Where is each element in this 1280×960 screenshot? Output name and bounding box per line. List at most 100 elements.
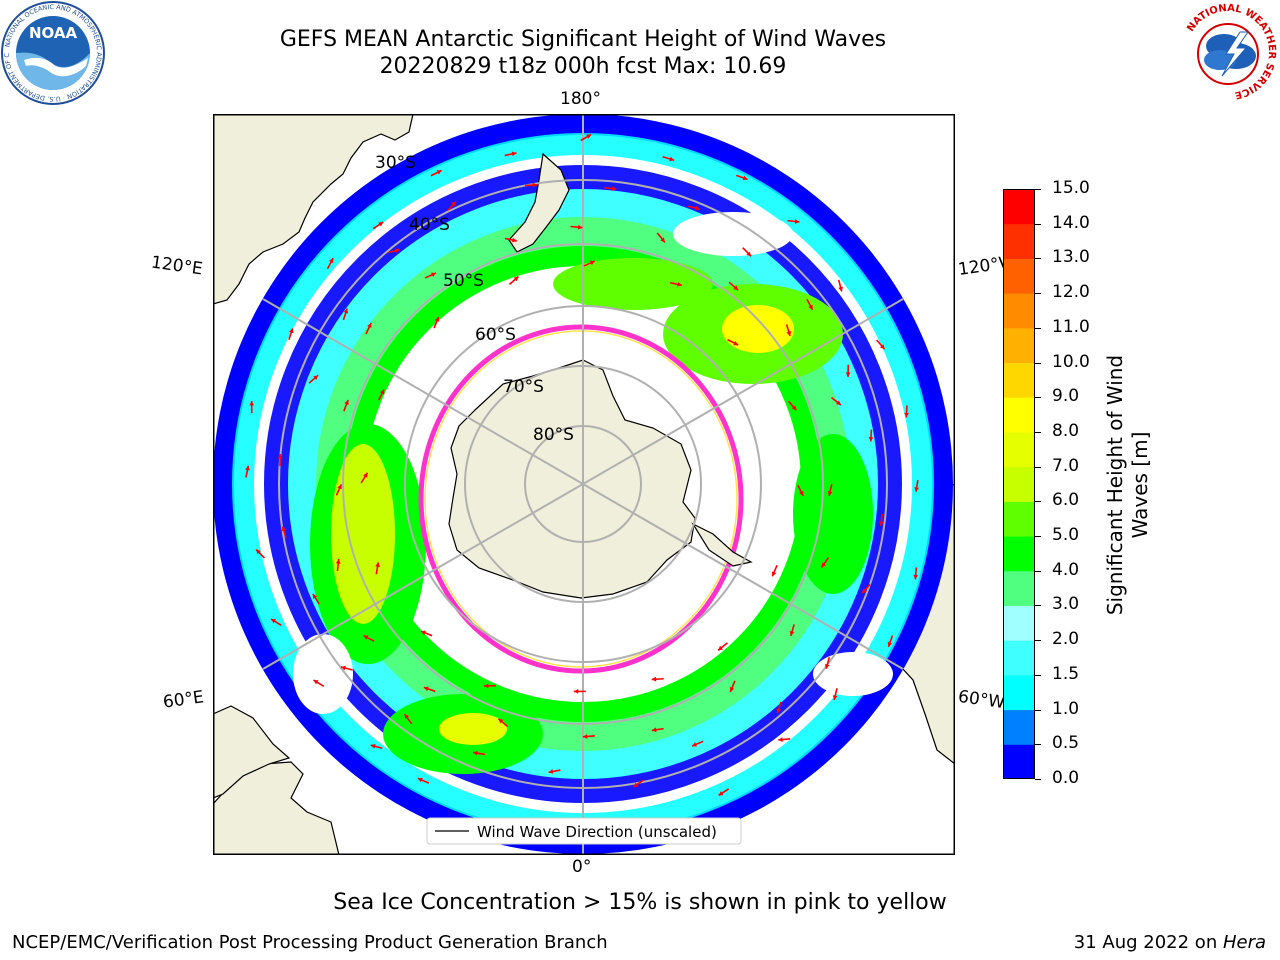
wave-arrow-head [395, 248, 401, 253]
wave-arrow-head [845, 372, 851, 377]
chart-title-line-2: 20220829 t18z 000h fcst Max: 10.69 [379, 54, 787, 79]
wave-arrow-head [289, 328, 294, 334]
wave-arrow-head [718, 645, 724, 651]
colorbar-segment [1003, 744, 1035, 779]
wave-arrow-head [312, 593, 318, 599]
new-zealand-land [508, 152, 570, 253]
wave-arrow-head [281, 526, 287, 532]
wave-arrow-head [344, 399, 349, 405]
wave-arrow-head [417, 777, 423, 783]
wave-arrow-head [577, 224, 583, 230]
wave-arrow-head [677, 281, 682, 287]
colorbar-tick-label: 11.0 [1052, 316, 1090, 337]
wave-arrow-head [249, 400, 255, 406]
legend: Wind Wave Direction (unscaled) [426, 817, 742, 845]
colorbar-title-line-1: Significant Height of Wind [1103, 354, 1127, 616]
wave-arrow-head [651, 727, 657, 733]
wave-arrow-head [511, 237, 517, 243]
wave-arrow-head [914, 487, 920, 492]
colorbar-tick-mark [1035, 570, 1041, 572]
colorbar-tick-label: 0.0 [1052, 768, 1080, 788]
wave-arrow-head [483, 683, 489, 689]
nws-logo-icon: NATIONAL WEATHER SERVICE [1178, 2, 1278, 102]
noaa-logo-icon: NATIONAL OCEANIC AND ATMOSPHERIC ADMINIS… [0, 0, 105, 105]
noaa-logo-text: NOAA [29, 24, 78, 42]
wave-arrow-head [436, 170, 442, 175]
wave-arrow-head [370, 743, 376, 749]
colorbar-tick-label: 12.0 [1052, 282, 1090, 303]
colorbar-tick-label: 14.0 [1052, 212, 1090, 233]
wave-arrow-head [434, 316, 440, 322]
wind-wave-arrows [245, 133, 920, 797]
wave-arrow-head [378, 222, 384, 227]
footer-branch: NCEP/EMC/Verification Post Processing Pr… [12, 932, 608, 953]
wave-arrow-head [789, 631, 795, 636]
polar-map: 30°S 40°S 50°S 60°S 70°S 80°S Wind Wave … [213, 114, 955, 855]
wave-arrow-head [277, 454, 283, 459]
lon-label-60w: 60°W [956, 686, 1007, 714]
colorbar-tick-label: 7.0 [1052, 455, 1080, 476]
lat-label-70s: 70°S [503, 377, 544, 397]
wave-arrow-head [660, 237, 665, 243]
wave-arrow-head [794, 219, 800, 224]
colorbar-tick-mark [1035, 605, 1041, 607]
legend-label: Wind Wave Direction (unscaled) [477, 823, 717, 841]
lat-label-60s: 60°S [475, 325, 516, 345]
wave-arrow-head [729, 686, 735, 692]
chart-title-line-1: GEFS MEAN Antarctic Significant Height o… [279, 27, 887, 52]
wave-arrow-head [733, 340, 739, 346]
wave-arrow-head [835, 400, 841, 406]
colorbar-tick-mark [1035, 709, 1041, 711]
wave-arrow-head [913, 574, 919, 580]
wave-arrow-head [733, 285, 739, 291]
colorbar-tick-mark [1035, 466, 1041, 468]
colorbar-tick-label: 1.0 [1052, 698, 1080, 719]
colorbar-tick-mark [1035, 293, 1041, 295]
wave-arrow-head [313, 375, 319, 381]
wave-arrow-head [423, 686, 429, 692]
colorbar-tick-mark [1035, 501, 1041, 503]
wave-arrow-head [878, 521, 884, 526]
colorbar-tick-mark [1035, 258, 1041, 260]
wave-arrow-head [611, 186, 617, 191]
wave-arrow-head [451, 201, 457, 207]
lat-label-50s: 50°S [443, 271, 484, 291]
wave-arrow-head [431, 272, 437, 278]
footer-machine: Hera [1222, 932, 1266, 953]
lon-label-60e: 60°E [161, 687, 206, 713]
wave-arrow-head [340, 665, 346, 671]
colorbar-segment [1003, 709, 1035, 745]
colorbar-tick-mark [1035, 744, 1041, 746]
africa-south-land [213, 705, 291, 799]
colorbar-segment [1003, 570, 1035, 606]
colorbar-tick-mark [1035, 223, 1041, 225]
wave-arrow-head [532, 182, 538, 188]
sea-ice-note: Sea Ice Concentration > 15% is shown in … [333, 890, 947, 915]
wave-arrow-head [337, 484, 342, 490]
lat-label-40s: 40°S [409, 215, 450, 235]
colorbar-tick-mark [1035, 189, 1041, 190]
colorbar-tick-label: 13.0 [1052, 247, 1090, 268]
wave-arrow-head [335, 559, 341, 564]
colorbar-segment [1003, 397, 1035, 433]
colorbar [1003, 189, 1035, 779]
wave-arrow-head [776, 708, 782, 714]
wave-arrow-head [573, 688, 579, 694]
colorbar-tick-label: 10.0 [1052, 351, 1090, 372]
wave-arrow-head [791, 405, 797, 411]
colorbar-tick-label: 5.0 [1052, 525, 1080, 546]
wave-arrow-head [375, 562, 380, 568]
colorbar-segment [1003, 362, 1035, 398]
wave-arrow-head [363, 472, 368, 478]
colorbar-segment [1003, 431, 1035, 468]
wave-arrow-head [718, 791, 724, 796]
wave-arrow-head [633, 782, 639, 788]
wave-arrow-head [379, 389, 385, 395]
colorbar-segment [1003, 605, 1035, 641]
wave-arrow-head [868, 437, 874, 442]
wave-arrow-head [824, 663, 830, 669]
wave-arrow-head [363, 635, 369, 640]
wave-arrow-head [651, 676, 657, 682]
lat-label-80s: 80°S [533, 425, 574, 445]
wave-arrow-head [313, 680, 319, 685]
